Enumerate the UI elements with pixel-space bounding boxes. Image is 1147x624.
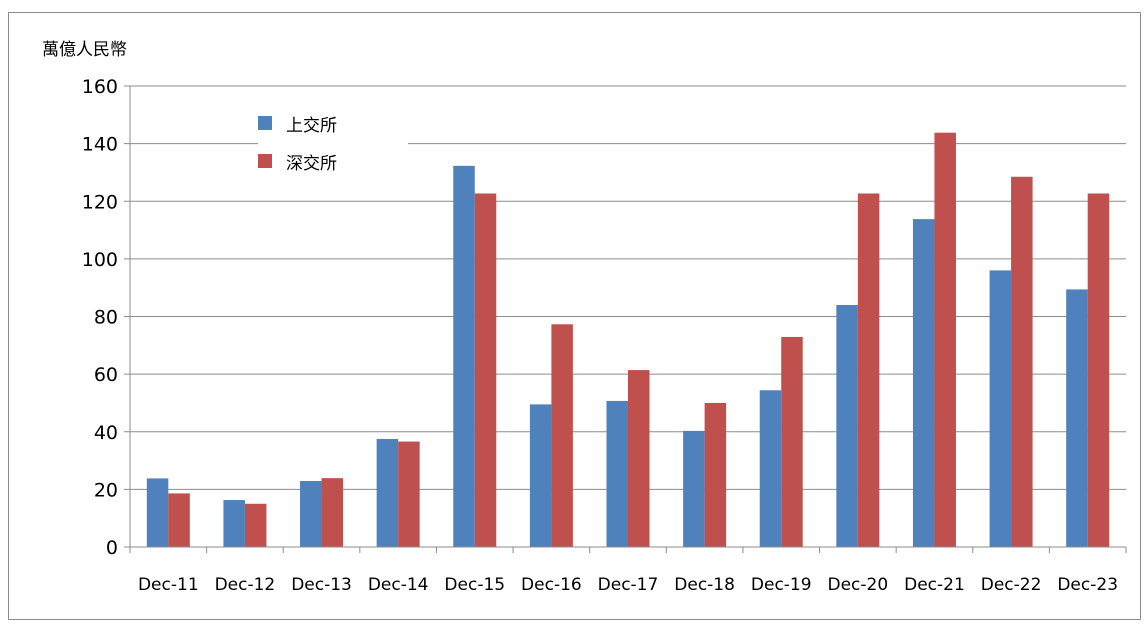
bar-szse-dec-17: [628, 370, 650, 547]
bar-sse-dec-14: [376, 438, 399, 547]
x-tick-label: Dec-19: [751, 575, 812, 595]
x-tick-label: Dec-20: [828, 575, 889, 595]
y-tick-label: 0: [106, 537, 118, 559]
x-tick-label: Dec-13: [291, 575, 352, 595]
y-axis-unit-label: 萬億人民幣: [42, 40, 127, 60]
bar-sse-dec-16: [529, 404, 552, 547]
x-tick-label: Dec-23: [1057, 575, 1118, 595]
y-tick-label: 100: [82, 249, 118, 271]
bar-sse-dec-13: [300, 481, 322, 547]
bar-sse-dec-11: [146, 478, 169, 547]
x-tick-label: Dec-18: [674, 575, 735, 595]
legend-item-sse: 上交所: [258, 110, 337, 136]
x-tick-label: Dec-15: [444, 575, 505, 595]
bar-szse-dec-23: [1087, 193, 1110, 547]
x-tick-label: Dec-21: [904, 575, 965, 595]
bar-sse-dec-20: [836, 304, 858, 547]
y-tick-labels: 0 20 40 60 80 100 120 140 160: [82, 76, 118, 559]
bar-sse-dec-17: [606, 400, 628, 547]
axes: [124, 85, 1127, 553]
y-tick-label: 120: [82, 191, 118, 213]
bar-szse-dec-11: [168, 493, 190, 547]
bar-sse-dec-12: [223, 500, 245, 547]
legend-swatch-szse: [258, 154, 272, 168]
bar-sse-dec-19: [759, 390, 782, 547]
bar-sse-dec-15: [453, 165, 475, 548]
grid-lines: [130, 85, 1126, 490]
bar-szse-dec-22: [1011, 176, 1033, 547]
bars: [146, 132, 1110, 548]
bar-szse-dec-18: [704, 402, 727, 547]
legend-item-szse: 深交所: [258, 148, 337, 174]
x-tick-label: Dec-14: [368, 575, 429, 595]
bar-szse-dec-19: [781, 336, 803, 547]
bar-szse-dec-13: [321, 478, 344, 547]
y-tick-label: 160: [82, 76, 118, 98]
bar-szse-dec-21: [934, 132, 956, 547]
x-tick-labels: Dec-11 Dec-12 Dec-13 Dec-14 Dec-15 Dec-16 Dec-…: [138, 575, 1118, 595]
legend: 上交所 深交所: [258, 110, 408, 190]
y-tick-label: 140: [82, 134, 118, 156]
bar-sse-dec-22: [989, 270, 1012, 547]
bar-szse-dec-20: [857, 193, 880, 547]
x-tick-label: Dec-17: [598, 575, 659, 595]
bar-sse-dec-18: [683, 430, 705, 547]
legend-label-sse: 上交所: [286, 115, 337, 136]
bar-szse-dec-15: [474, 193, 497, 547]
x-tick-label: Dec-12: [215, 575, 276, 595]
y-tick-label: 40: [94, 422, 118, 444]
x-tick-label: Dec-16: [521, 575, 582, 595]
legend-swatch-sse: [258, 116, 272, 130]
bar-sse-dec-21: [912, 219, 935, 547]
y-tick-label: 60: [94, 364, 118, 386]
bar-szse-dec-12: [244, 503, 267, 547]
y-tick-label: 80: [94, 307, 118, 329]
legend-label-szse: 深交所: [286, 153, 337, 174]
bar-sse-dec-23: [1066, 289, 1088, 547]
x-tick-label: Dec-11: [138, 575, 199, 595]
y-tick-label: 20: [94, 479, 118, 501]
bar-szse-dec-16: [551, 324, 573, 547]
x-tick-label: Dec-22: [981, 575, 1042, 595]
bar-szse-dec-14: [398, 441, 420, 547]
